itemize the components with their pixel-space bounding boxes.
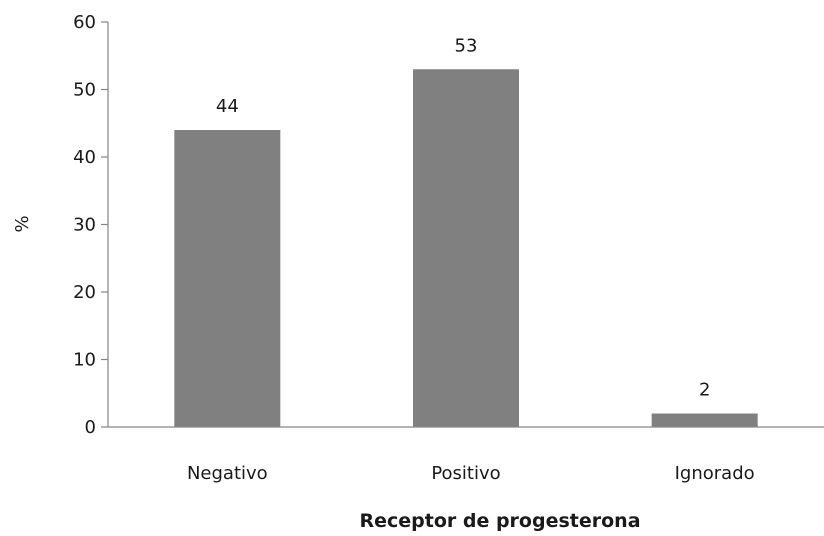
y-axis-ticks: 0 10 20 30 40 50 60	[73, 12, 108, 438]
data-label: 44	[216, 96, 239, 117]
category-labels: Negativo Positivo Ignorado	[187, 463, 755, 484]
data-label: 53	[455, 35, 478, 56]
data-label: 2	[699, 380, 710, 401]
x-axis-title: Receptor de progesterona	[359, 510, 640, 532]
data-labels: 44 53 2	[216, 35, 711, 400]
category-label: Ignorado	[675, 463, 755, 484]
y-tick-label: 0	[85, 417, 96, 438]
y-tick-label: 60	[73, 12, 96, 33]
y-axis-title: %	[12, 215, 33, 232]
bar-ignorado	[651, 413, 758, 427]
y-tick-label: 40	[73, 147, 96, 168]
y-tick-label: 30	[73, 215, 96, 236]
bars	[174, 69, 758, 427]
y-tick-label: 20	[73, 282, 96, 303]
y-tick-label: 10	[73, 350, 96, 371]
bar-positivo	[413, 69, 519, 427]
y-tick-label: 50	[73, 80, 96, 101]
category-label: Negativo	[187, 463, 268, 484]
bar-negativo	[174, 130, 281, 427]
category-label: Positivo	[431, 463, 500, 484]
